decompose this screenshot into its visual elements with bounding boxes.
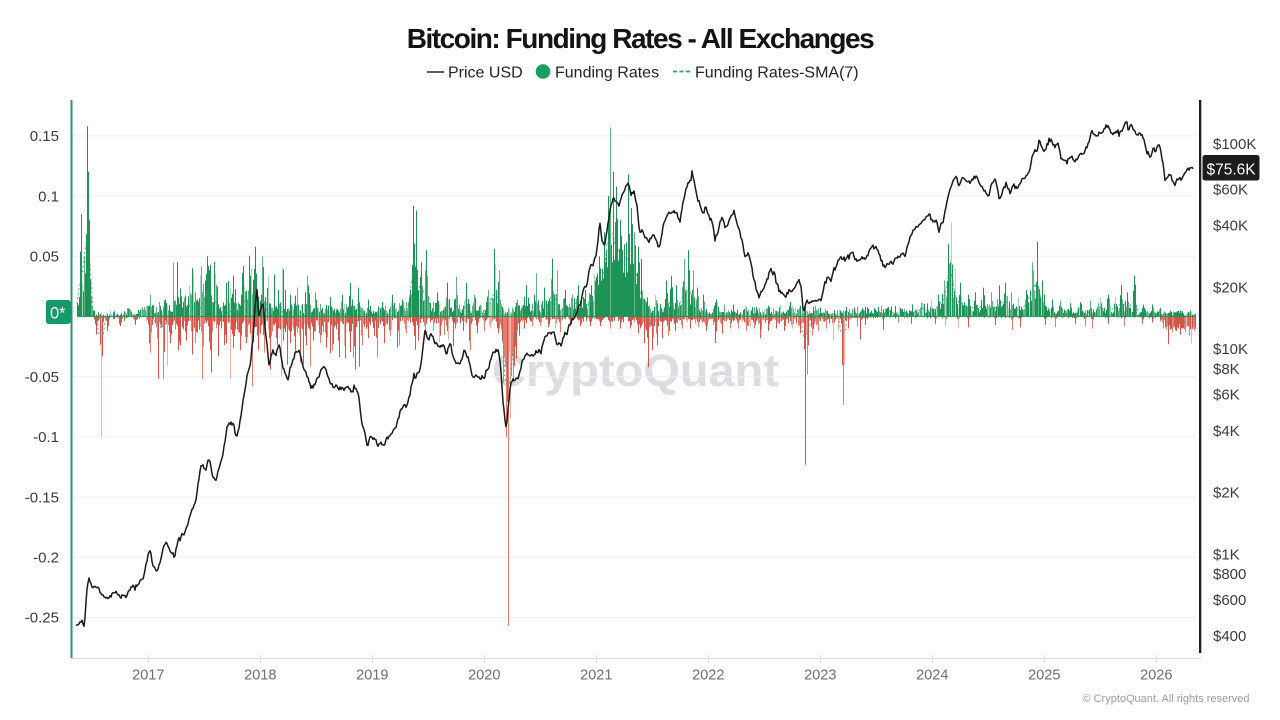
svg-text:2024: 2024: [916, 668, 948, 684]
svg-text:$8K: $8K: [1213, 361, 1240, 378]
svg-text:$1K: $1K: [1213, 546, 1240, 563]
svg-text:$100K: $100K: [1213, 136, 1256, 153]
svg-text:2022: 2022: [692, 668, 724, 684]
svg-text:$800: $800: [1213, 566, 1246, 583]
svg-text:0*: 0*: [50, 304, 66, 322]
svg-text:-0.25: -0.25: [25, 610, 59, 627]
svg-text:Bitcoin: Funding Rates - All E: Bitcoin: Funding Rates - All Exchanges: [407, 23, 874, 54]
svg-text:$20K: $20K: [1213, 279, 1248, 296]
svg-text:$60K: $60K: [1213, 181, 1248, 198]
svg-text:2019: 2019: [356, 668, 388, 684]
svg-text:2018: 2018: [244, 668, 276, 684]
svg-text:$6K: $6K: [1213, 387, 1240, 404]
svg-text:0.05: 0.05: [30, 249, 59, 266]
svg-text:$4K: $4K: [1213, 423, 1240, 440]
svg-text:Funding Rates-SMA(7): Funding Rates-SMA(7): [695, 65, 859, 82]
svg-text:2026: 2026: [1140, 668, 1172, 684]
svg-text:$75.6K: $75.6K: [1207, 162, 1257, 179]
svg-text:Funding Rates: Funding Rates: [555, 65, 659, 82]
svg-text:2025: 2025: [1028, 668, 1060, 684]
svg-text:Price USD: Price USD: [448, 65, 523, 82]
svg-text:0.15: 0.15: [30, 128, 59, 145]
svg-text:-0.1: -0.1: [33, 429, 59, 446]
svg-text:CryptoQuant: CryptoQuant: [492, 345, 779, 396]
svg-text:0.1: 0.1: [38, 188, 59, 205]
svg-text:© CryptoQuant. All rights rese: © CryptoQuant. All rights reserved: [1082, 693, 1249, 705]
svg-text:2023: 2023: [804, 668, 836, 684]
svg-text:$600: $600: [1213, 592, 1246, 609]
svg-text:2017: 2017: [132, 668, 164, 684]
svg-text:-0.15: -0.15: [25, 489, 59, 506]
svg-text:2021: 2021: [580, 668, 612, 684]
svg-text:-0.2: -0.2: [33, 550, 59, 567]
svg-text:$2K: $2K: [1213, 485, 1240, 502]
svg-text:$400: $400: [1213, 628, 1246, 645]
svg-text:2020: 2020: [468, 668, 500, 684]
svg-text:$10K: $10K: [1213, 341, 1248, 358]
svg-text:-0.05: -0.05: [25, 369, 59, 386]
svg-text:$40K: $40K: [1213, 218, 1248, 235]
